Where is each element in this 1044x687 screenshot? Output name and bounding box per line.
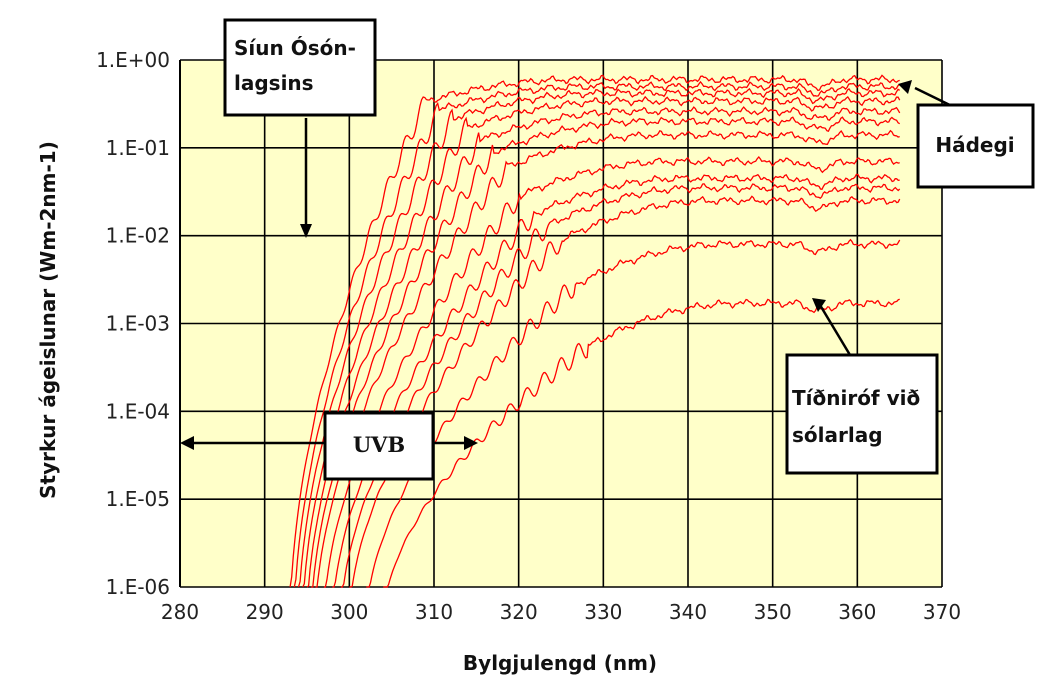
y-tick-labels: 1.E+00 1.E-01 1.E-02 1.E-03 1.E-04 1.E-05 1.E-… bbox=[96, 48, 170, 599]
x-tick-label: 280 bbox=[161, 600, 199, 624]
spectrum-line bbox=[302, 95, 901, 588]
uvb-label: UVB bbox=[353, 432, 405, 457]
noon-arrow-head bbox=[898, 80, 912, 94]
noon-annotation: Hádegi bbox=[898, 80, 1035, 189]
spectrum-line bbox=[366, 238, 901, 588]
y-tick-label: 1.E-01 bbox=[106, 136, 170, 160]
y-tick-label: 1.E-04 bbox=[106, 399, 170, 423]
sunset-arrow-head bbox=[812, 298, 826, 312]
x-tick-label: 370 bbox=[923, 600, 961, 624]
spectrum-line bbox=[323, 155, 900, 588]
spectrum-line bbox=[311, 116, 901, 588]
x-tick-label: 360 bbox=[838, 600, 876, 624]
uvb-arrow-right-head bbox=[464, 436, 478, 450]
spectrum-line bbox=[293, 80, 900, 588]
sunset-annotation: Tíðniróf við sólarlag bbox=[785, 298, 939, 475]
x-tick-label: 290 bbox=[246, 600, 284, 624]
ozone-label-line2: lagsins bbox=[234, 71, 314, 95]
spectrum-line bbox=[315, 129, 900, 588]
spectrum-line bbox=[289, 74, 900, 588]
y-tick-label: 1.E-05 bbox=[106, 487, 170, 511]
y-tick-label: 1.E-03 bbox=[106, 312, 170, 336]
y-tick-label: 1.E-02 bbox=[106, 224, 170, 248]
x-tick-labels: 280 290 300 310 320 330 340 350 360 370 bbox=[161, 600, 961, 624]
sunset-label-line2: sólarlag bbox=[792, 423, 883, 447]
y-tick-label: 1.E+00 bbox=[96, 48, 170, 72]
sunset-label-line1: Tíðniróf við bbox=[792, 386, 920, 410]
noon-label: Hádegi bbox=[935, 133, 1014, 157]
x-tick-label: 340 bbox=[669, 600, 707, 624]
uvb-arrow-left-head bbox=[180, 436, 194, 450]
y-axis-title: Styrkur ágeislunar (Wm-2nm-1) bbox=[36, 141, 60, 499]
x-tick-label: 310 bbox=[415, 600, 453, 624]
x-tick-label: 300 bbox=[330, 600, 368, 624]
spectrum-line bbox=[349, 195, 901, 588]
x-axis-title: Bylgjulengd (nm) bbox=[463, 651, 657, 675]
sunset-arrow-line bbox=[818, 304, 852, 356]
x-tick-label: 330 bbox=[584, 600, 622, 624]
ozone-arrow-head bbox=[300, 224, 312, 238]
spectrum-line bbox=[332, 173, 900, 588]
spectrum-line bbox=[340, 183, 901, 588]
series-group bbox=[289, 74, 901, 588]
spectrum-line bbox=[297, 87, 901, 588]
ozone-label-line1: Síun Ósón- bbox=[234, 36, 356, 60]
spectrum-line bbox=[306, 106, 901, 588]
x-tick-label: 350 bbox=[754, 600, 792, 624]
spectrum-line bbox=[383, 298, 900, 588]
x-tick-label: 320 bbox=[500, 600, 538, 624]
y-tick-label: 1.E-06 bbox=[106, 575, 170, 599]
uvb-annotation: UVB bbox=[180, 411, 478, 481]
ozone-annotation: Síun Ósón- lagsins bbox=[223, 18, 377, 238]
grid bbox=[179, 59, 943, 588]
